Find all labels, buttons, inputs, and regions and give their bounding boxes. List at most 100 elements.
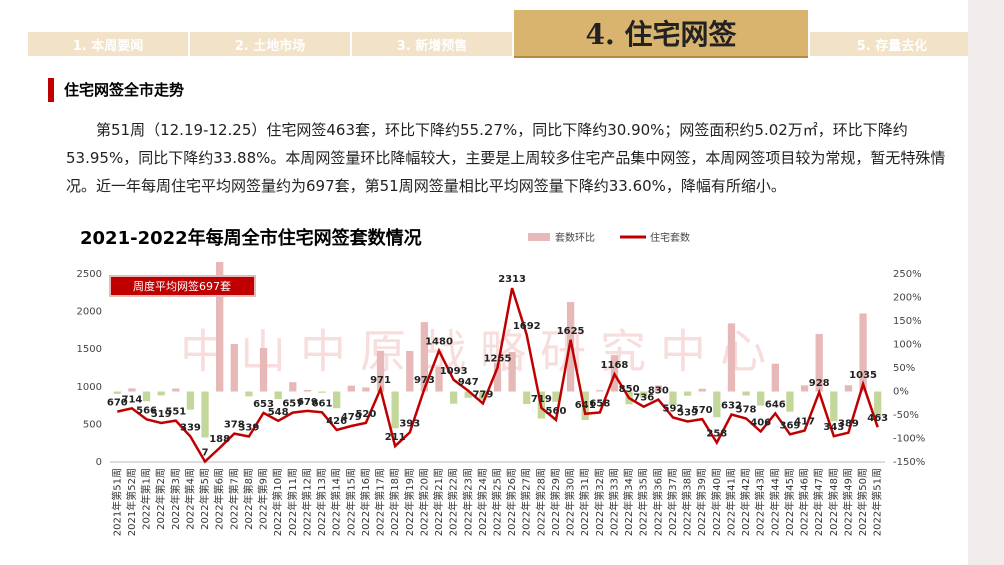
x-tick-label: 2022年第4周 [183,468,196,530]
bar [493,362,502,392]
x-tick-label: 2022年第37周 [666,468,679,536]
bar [128,388,136,392]
x-tick-label: 2022年第6周 [213,468,226,530]
bar [303,389,312,392]
x-tick-label: 2022年第36周 [651,468,664,536]
x-tick-label: 2022年第38周 [681,468,694,536]
x-tick-label: 2022年第10周 [271,468,284,536]
x-tick-label: 2022年第47周 [812,468,825,536]
bar [332,391,341,409]
nav-tab[interactable]: 3. 新增预售 [352,32,512,56]
bar [201,391,209,438]
data-label: 566 [136,405,157,416]
x-tick-label: 2022年第5周 [198,468,211,530]
bar [566,302,575,392]
paragraph: 第51周（12.19-12.25）住宅网签463套，环比下降约55.27%，同比… [66,121,946,195]
data-label: 479 [341,412,362,423]
bar [757,391,765,406]
x-tick-label: 2022年第12周 [300,468,313,536]
y2-tick-label: 100% [893,340,922,351]
bar [596,390,604,392]
watermark: 中山中原战略研究中心 [180,325,780,379]
data-label: 343 [823,422,844,433]
data-label: 714 [121,394,142,405]
data-label: 661 [312,398,333,409]
data-label: 378 [224,420,245,431]
bar [449,391,458,404]
bar [581,391,589,420]
x-tick-label: 2022年第1周 [140,468,153,530]
x-tick-label: 2021年第52周 [125,468,138,536]
data-label: 426 [326,416,347,427]
bar [479,391,487,400]
x-tick-label: 2022年第21周 [432,468,445,536]
bar [230,343,238,392]
x-tick-label: 2022年第28周 [534,468,547,536]
bar [391,391,399,429]
data-label: 1480 [425,337,453,348]
data-label: 548 [268,407,289,418]
data-label: 211 [385,432,406,443]
x-tick-label: 2022年第46周 [798,468,811,536]
x-tick-label: 2022年第19周 [403,468,416,536]
data-label: 947 [458,377,479,388]
x-tick-label: 2022年第7周 [227,468,240,530]
x-tick-label: 2022年第26周 [505,468,518,536]
bar [113,391,121,394]
nav-tab[interactable]: 4. 住宅网签 [514,10,808,58]
bar [844,385,853,392]
legend-swatch [528,233,550,241]
bar [771,363,779,392]
data-label: 1692 [513,321,541,332]
bar [216,262,224,392]
bar [552,391,560,402]
data-label: 339 [180,423,201,434]
x-tick-label: 2022年第27周 [520,468,533,536]
data-label: 7 [202,447,209,458]
bar [786,391,794,412]
x-tick-label: 2022年第17周 [374,468,387,536]
bar [245,391,253,397]
x-tick-label: 2022年第14周 [330,468,343,536]
x-tick-label: 2022年第13周 [315,468,328,536]
data-label: 258 [706,429,727,440]
x-tick-label: 2022年第23周 [461,468,474,536]
data-label: 520 [355,409,376,420]
bar [523,391,531,405]
y2-tick-label: -100% [893,434,925,445]
x-tick-label: 2022年第22周 [447,468,460,536]
bar [727,323,736,392]
bar [874,391,882,418]
bar [289,382,297,392]
data-label: 779 [472,389,493,400]
x-tick-label: 2022年第44周 [768,468,781,536]
x-tick-label: 2022年第30周 [564,468,577,536]
data-label: 928 [809,378,830,389]
bar [172,388,180,392]
x-tick-label: 2022年第3周 [169,468,182,530]
data-label: 850 [619,384,640,395]
data-label: 519 [151,409,172,420]
x-tick-label: 2022年第50周 [856,468,869,536]
data-label: 971 [370,375,391,386]
bar [435,367,443,392]
data-label: 1093 [440,366,468,377]
data-label: 2313 [498,274,526,285]
data-label: 719 [531,394,552,405]
data-label: 658 [589,399,610,410]
legend-label: 套数环比 [555,231,595,244]
bar [742,391,750,396]
bar [406,350,414,392]
data-label: 646 [765,399,786,410]
bar [259,347,268,392]
bar [347,385,355,392]
data-label: 670 [107,398,128,409]
nav-tab[interactable]: 5. 存量去化 [810,32,974,56]
data-label: 393 [399,418,420,429]
data-label: 339 [238,423,259,434]
x-tick-label: 2022年第41周 [724,468,737,536]
nav-tab[interactable]: 2. 土地市场 [190,32,350,56]
x-tick-label: 2022年第49周 [841,468,854,536]
bar [830,391,838,422]
nav-tab[interactable]: 1. 本周要闻 [28,32,188,56]
